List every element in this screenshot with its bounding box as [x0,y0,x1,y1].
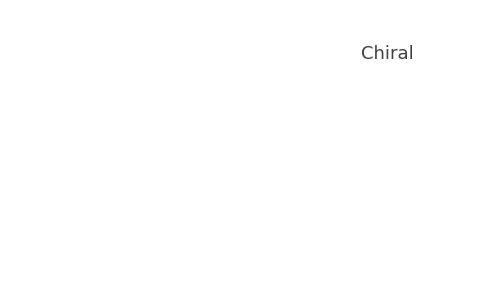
Text: Chiral: Chiral [361,45,413,63]
